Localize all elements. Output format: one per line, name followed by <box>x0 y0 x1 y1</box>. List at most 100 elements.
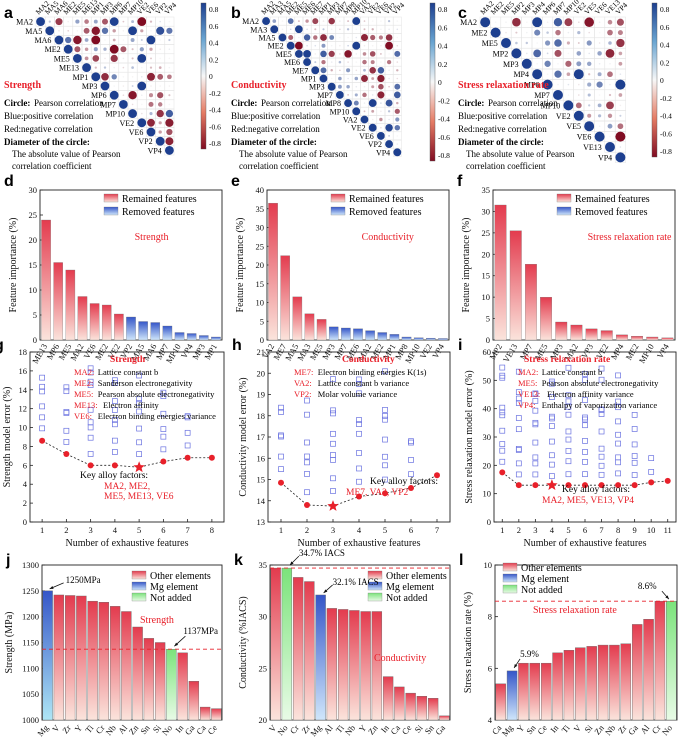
candidate-marker <box>631 426 638 432</box>
element-bar <box>586 646 597 721</box>
heatmap-circle <box>128 90 137 100</box>
plot-frame <box>492 189 676 341</box>
heatmap-circle <box>618 61 623 66</box>
heatmap-circle <box>615 131 626 142</box>
colorbar-tick: -0.4 <box>660 112 672 121</box>
key-factors-line1: MA2, ME5, VE13, VP4 <box>542 496 634 506</box>
legend-swatch-not-added <box>367 592 383 602</box>
candidate-marker <box>160 446 167 453</box>
candidate-marker <box>549 394 555 400</box>
heatmap-circle <box>355 36 358 39</box>
y-axis-label: Strength model error (%) <box>2 387 13 488</box>
colorbar-tick: 0 <box>660 76 664 85</box>
heatmap-row-label: MP1 <box>73 73 89 82</box>
heatmap-circle <box>396 20 399 22</box>
annotation-arrowhead <box>323 589 328 593</box>
heatmap-circle <box>104 57 106 60</box>
colorbar-tick: 0 <box>438 78 442 87</box>
heatmap-circle <box>555 29 561 36</box>
colorbar <box>429 2 436 162</box>
heatmap-circle <box>149 112 153 116</box>
heatmap-circle <box>352 41 361 50</box>
candidate-marker <box>532 407 539 414</box>
element-bar <box>177 652 188 721</box>
y-tick-label: 14 <box>19 385 28 395</box>
heatmap-circle <box>577 30 581 35</box>
heatmap-circle <box>396 101 399 105</box>
y-tick-label: 10 <box>29 285 38 295</box>
heatmap-circle <box>322 28 325 31</box>
heatmap-row-label: MA5 <box>259 34 276 43</box>
legend-diameter-text: correlation coefficient <box>239 161 319 171</box>
heatmap-row-label: MA2 <box>242 17 259 26</box>
heatmap-circle <box>563 100 574 111</box>
heatmap-circle <box>494 21 497 24</box>
heatmap-circle <box>158 66 162 69</box>
x-tick-label: 2 <box>517 525 521 535</box>
element-bar <box>337 609 349 721</box>
plot-frame <box>269 564 451 721</box>
heatmap-circle <box>159 57 161 60</box>
heatmap-circle <box>377 67 385 74</box>
candidate-marker <box>565 398 572 405</box>
heatmap-circle <box>618 51 623 56</box>
heatmap-circle <box>534 29 541 36</box>
heatmap-circle <box>168 85 171 87</box>
candidate-marker <box>515 389 522 396</box>
element-bar <box>597 644 609 721</box>
heatmap-row-label: ME2 <box>471 29 487 38</box>
best-error-point <box>278 479 284 486</box>
heatmap-circle <box>526 21 528 24</box>
heatmap-circle <box>505 21 507 24</box>
heatmap-circle <box>598 94 601 96</box>
x-tick-label: MP10 <box>637 342 656 365</box>
candidate-marker <box>582 397 588 403</box>
legend-circle-key: Circle: <box>458 98 484 108</box>
legend-key: VP4: <box>518 400 535 410</box>
heatmap-circle <box>573 69 584 80</box>
heatmap-circle <box>575 102 582 109</box>
element-bar <box>405 692 416 721</box>
heatmap-circle <box>394 108 400 114</box>
candidate-marker <box>87 451 94 457</box>
heatmap-row-label: MA2 <box>16 18 33 27</box>
legend-key: ME5: <box>74 389 93 399</box>
candidate-marker <box>160 389 167 396</box>
heatmap-circle <box>156 26 165 35</box>
heatmap-row-label: MP10 <box>105 110 125 119</box>
heatmap-circle <box>388 77 390 80</box>
heatmap-circle <box>526 31 528 34</box>
x-tick-label: Y <box>357 723 369 734</box>
heatmap-circle <box>362 52 367 56</box>
candidate-marker <box>112 377 118 384</box>
heatmap-circle <box>515 31 518 34</box>
heatmap-circle <box>303 34 311 41</box>
legend-key: ME2: <box>74 378 93 388</box>
heatmap-circle <box>109 44 119 54</box>
y-tick-label: 0 <box>487 517 491 527</box>
legend-swatch-remained <box>330 193 346 203</box>
candidate-marker <box>382 412 388 419</box>
heatmap-circle <box>566 72 571 76</box>
candidate-marker <box>499 458 506 465</box>
candidate-marker <box>330 410 336 417</box>
importance-bar <box>509 230 522 341</box>
heatmap-circle <box>141 112 143 115</box>
candidate-marker <box>408 457 414 463</box>
importance-bar <box>328 326 339 341</box>
heatmap-row-label: MP2 <box>493 49 509 58</box>
heatmap-circle <box>347 36 349 39</box>
candidate-marker <box>615 470 621 477</box>
x-tick-label: Zn <box>366 722 380 736</box>
candidate-marker <box>330 407 336 414</box>
colorbar-tick: 0.2 <box>209 55 219 64</box>
candidate-marker <box>136 439 142 446</box>
legend-red-text: Red:negative correlation <box>4 124 93 134</box>
y-tick-label: 35 <box>259 560 268 570</box>
heatmap-circle <box>387 19 391 23</box>
importance-bar <box>389 334 400 341</box>
heatmap-circle <box>385 99 393 107</box>
candidate-marker <box>330 430 336 437</box>
element-bar <box>349 610 360 721</box>
